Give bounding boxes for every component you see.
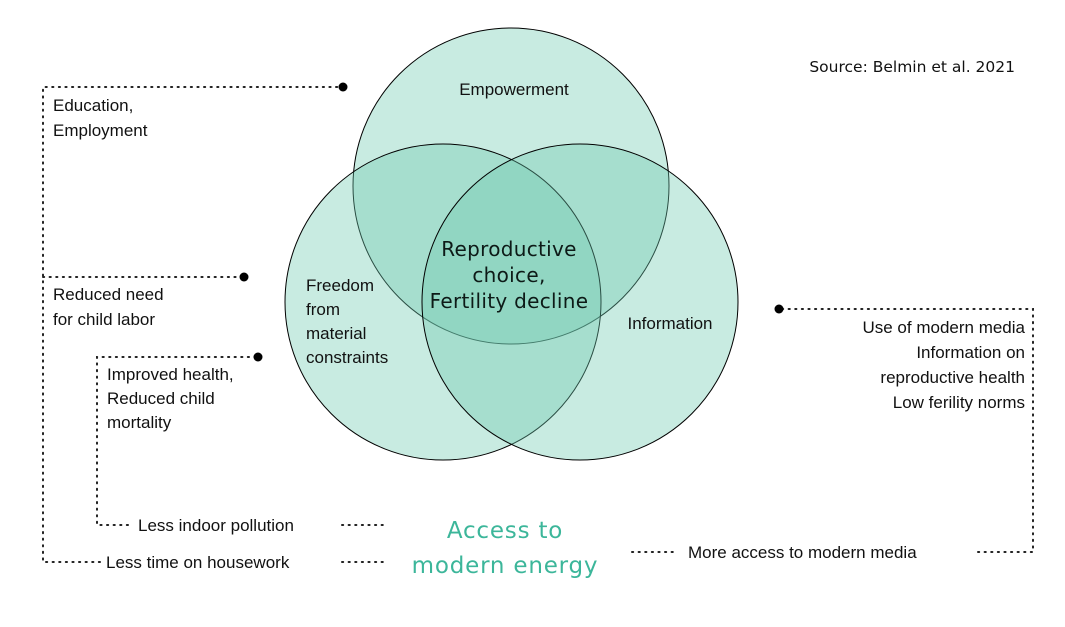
- child-labor-factors: Reduced need for child labor: [53, 285, 164, 329]
- factor-line: reproductive health: [880, 368, 1025, 387]
- pathway-modern-media: More access to modern media: [688, 543, 917, 562]
- factor-line: mortality: [107, 413, 172, 432]
- child-labor-endpoint-dot: [239, 272, 249, 282]
- information-label: Information: [627, 314, 712, 333]
- pathway-housework: Less time on housework: [106, 553, 290, 572]
- factor-line: Improved health,: [107, 365, 234, 384]
- freedom-label-line: material: [306, 324, 366, 343]
- factor-line: Reduced need: [53, 285, 164, 304]
- venn-diagram: [284, 27, 739, 461]
- freedom-label-line: constraints: [306, 348, 388, 367]
- empowerment-factors: Education, Employment: [53, 96, 148, 140]
- circle-freedom: [284, 143, 602, 461]
- center-label-line: choice,: [472, 263, 545, 287]
- factor-line: Employment: [53, 121, 148, 140]
- pathway-indoor-pollution: Less indoor pollution: [138, 516, 294, 535]
- access-line: modern energy: [412, 553, 599, 579]
- circle-empowerment: [352, 27, 670, 345]
- connectors: [42, 86, 1034, 563]
- factor-line: for child labor: [53, 310, 155, 329]
- information-endpoint-dot: [774, 304, 784, 314]
- health-endpoint-dot: [253, 352, 263, 362]
- access-to-modern-energy: Access to modern energy: [412, 518, 599, 579]
- circle-information: [421, 143, 739, 461]
- factor-line: Reduced child: [107, 389, 215, 408]
- factor-line: Education,: [53, 96, 133, 115]
- information-factors: Use of modern media Information on repro…: [862, 318, 1025, 412]
- center-label: Reproductive choice, Fertility decline: [430, 237, 589, 313]
- connector-housework-empowerment: [42, 86, 341, 563]
- connector-media-information: [781, 308, 1034, 553]
- freedom-label-line: Freedom: [306, 276, 374, 295]
- empowerment-label: Empowerment: [459, 80, 569, 99]
- factor-line: Information on: [916, 343, 1025, 362]
- freedom-label: Freedom from material constraints: [306, 276, 388, 367]
- factor-line: Use of modern media: [862, 318, 1025, 337]
- factor-line: Low ferility norms: [893, 393, 1025, 412]
- empowerment-endpoint-dot: [338, 82, 348, 92]
- center-label-line: Fertility decline: [430, 289, 589, 313]
- health-factors: Improved health, Reduced child mortality: [107, 365, 234, 432]
- access-line: Access to: [447, 518, 563, 544]
- freedom-label-line: from: [306, 300, 340, 319]
- center-label-line: Reproductive: [441, 237, 577, 261]
- connector-pollution-health: [96, 356, 256, 526]
- source-note: Source: Belmin et al. 2021: [809, 58, 1015, 76]
